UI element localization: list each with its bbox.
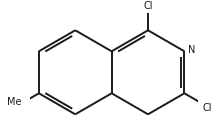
Text: Me: Me bbox=[7, 97, 21, 107]
Text: Cl: Cl bbox=[143, 1, 153, 11]
Text: Cl: Cl bbox=[202, 103, 212, 113]
Text: N: N bbox=[188, 45, 195, 55]
